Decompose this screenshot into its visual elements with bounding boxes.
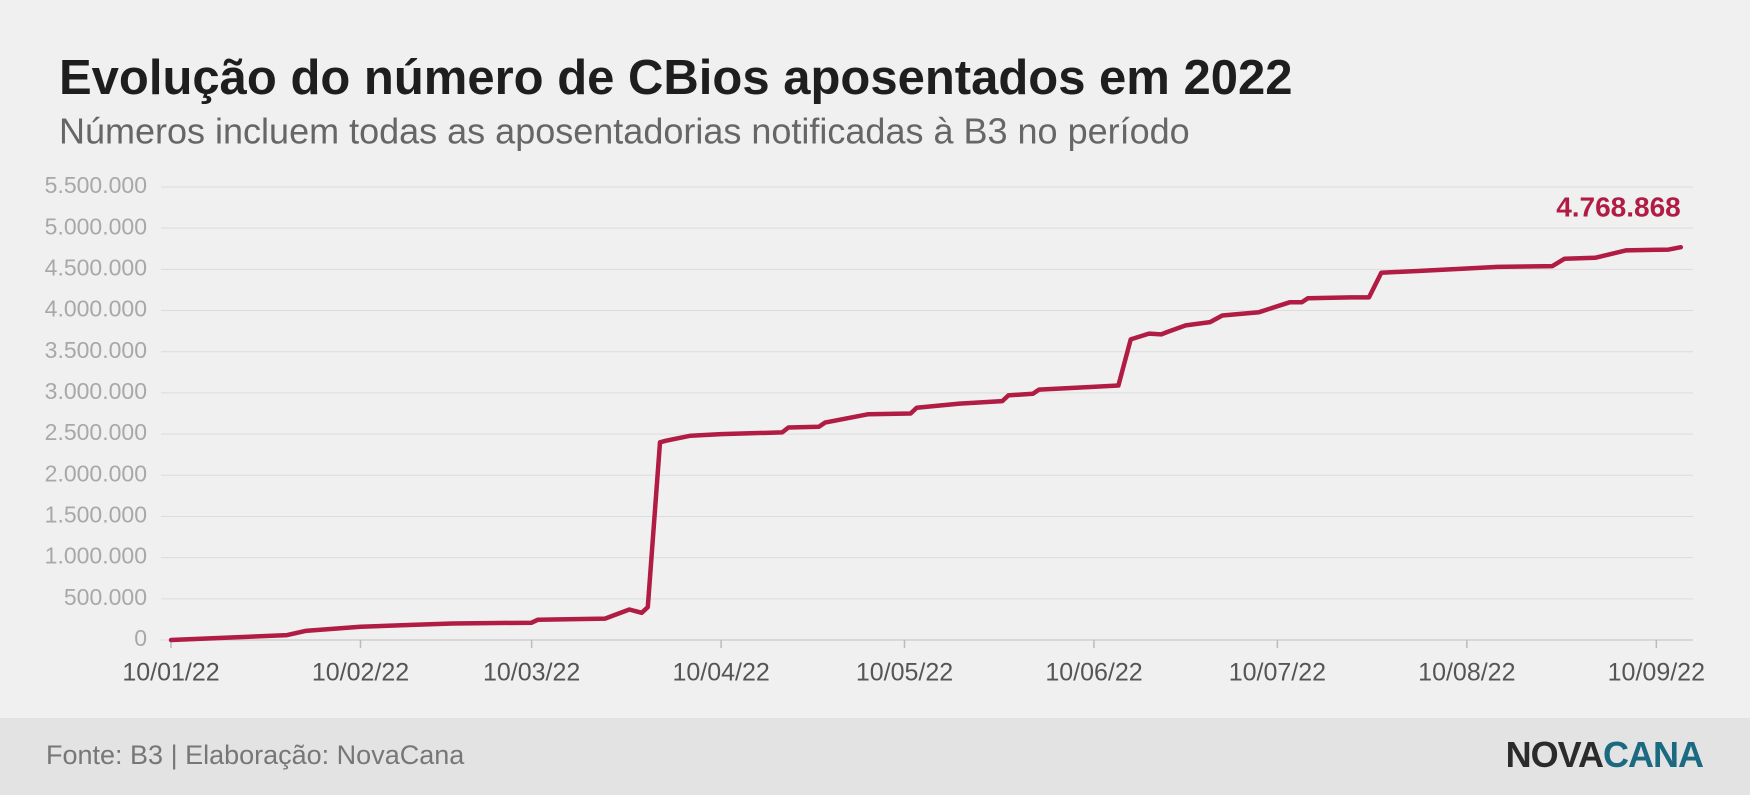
x-tick-label: 10/06/22: [1045, 659, 1142, 687]
chart-subtitle: Números incluem todas as aposentadorias …: [59, 111, 1190, 152]
logo-part: CANA: [1603, 734, 1704, 775]
footer-band: [0, 718, 1750, 795]
x-tick-label: 10/02/22: [312, 659, 409, 687]
y-tick-label: 2.500.000: [45, 419, 147, 445]
y-tick-label: 1.500.000: [45, 502, 147, 528]
y-tick-label: 1.000.000: [45, 543, 147, 569]
y-tick-label: 5.500.000: [45, 172, 147, 198]
x-tick-label: 10/04/22: [672, 659, 769, 687]
x-tick-label: 10/01/22: [122, 659, 219, 687]
value-label: 4.768.868: [1556, 192, 1681, 223]
x-tick-label: 10/03/22: [483, 659, 580, 687]
y-tick-label: 3.500.000: [45, 337, 147, 363]
y-tick-label: 4.500.000: [45, 254, 147, 280]
logo-part: NOVA: [1506, 734, 1604, 775]
logo: NOVACANA: [1506, 734, 1704, 775]
y-tick-label: 0: [134, 625, 147, 651]
y-tick-label: 500.000: [64, 584, 147, 610]
source: Fonte: B3 | Elaboração: NovaCana: [46, 740, 465, 770]
x-tick-label: 10/08/22: [1418, 659, 1515, 687]
y-tick-label: 4.000.000: [45, 296, 147, 322]
background: [0, 0, 1750, 718]
data-line: [168, 244, 1684, 643]
y-tick-label: 3.000.000: [45, 378, 147, 404]
x-tick-label: 10/09/22: [1608, 659, 1705, 687]
y-tick-label: 5.000.000: [45, 213, 147, 239]
y-tick-label: 2.000.000: [45, 460, 147, 486]
chart-title: Evolução do número de CBios aposentados …: [59, 51, 1293, 105]
x-tick-label: 10/07/22: [1229, 659, 1326, 687]
x-tick-label: 10/05/22: [856, 659, 953, 687]
